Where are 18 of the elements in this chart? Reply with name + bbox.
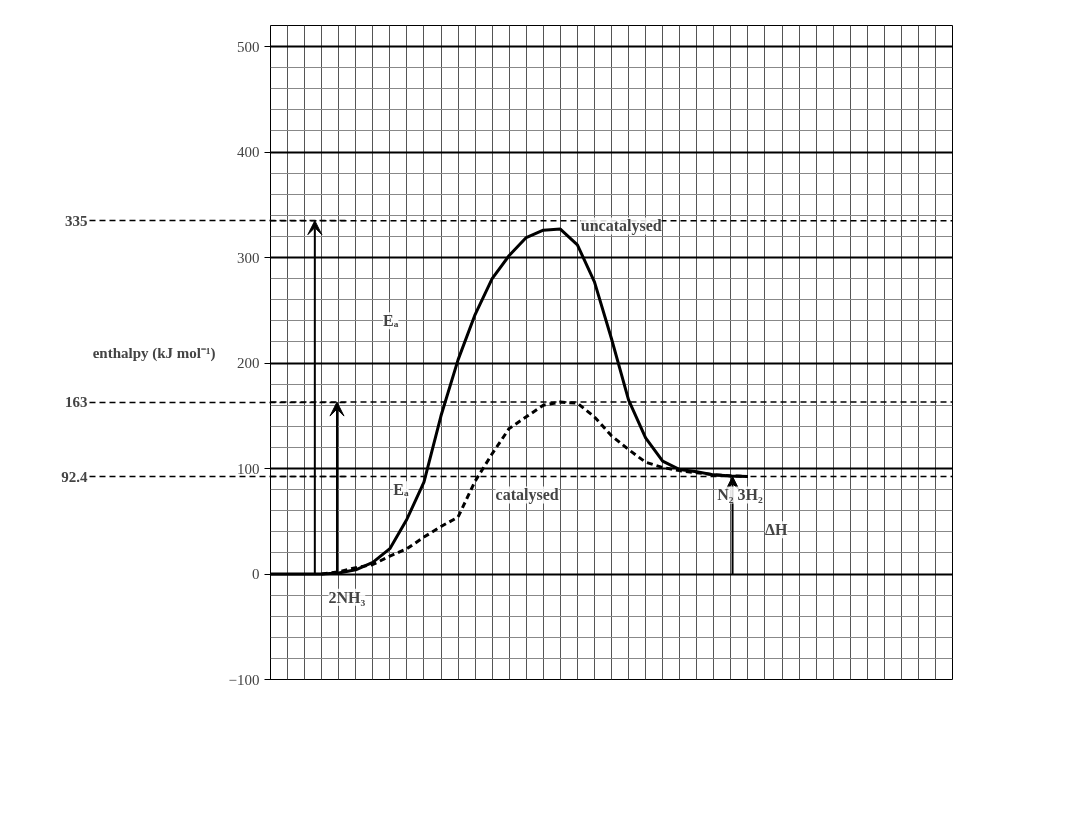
y-tick-label: 200	[237, 355, 260, 372]
y-tick-label: 100	[237, 460, 260, 477]
annotation: catalysed	[495, 486, 559, 505]
ref-line-label: 163	[65, 394, 88, 411]
y-tick-label: −100	[228, 671, 260, 688]
annotation: 2NH₃	[328, 588, 366, 606]
y-tick-label: 400	[237, 144, 260, 161]
annotation: N₂ 3H₂	[717, 486, 764, 504]
annotation: ΔH	[764, 521, 788, 539]
ref-line-label: 92.4	[61, 468, 88, 485]
y-tick-label: 0	[252, 566, 260, 583]
y-tick-label: 300	[237, 249, 260, 266]
annotation: Eₐ	[383, 312, 399, 330]
ref-line-label: 335	[65, 212, 88, 229]
y-tick-label: 500	[237, 38, 260, 55]
annotation: Eₐ	[393, 481, 409, 499]
y-axis-title: enthalpy (kJ mol⁻¹)	[92, 344, 216, 362]
annotation: uncatalysed	[580, 217, 662, 236]
